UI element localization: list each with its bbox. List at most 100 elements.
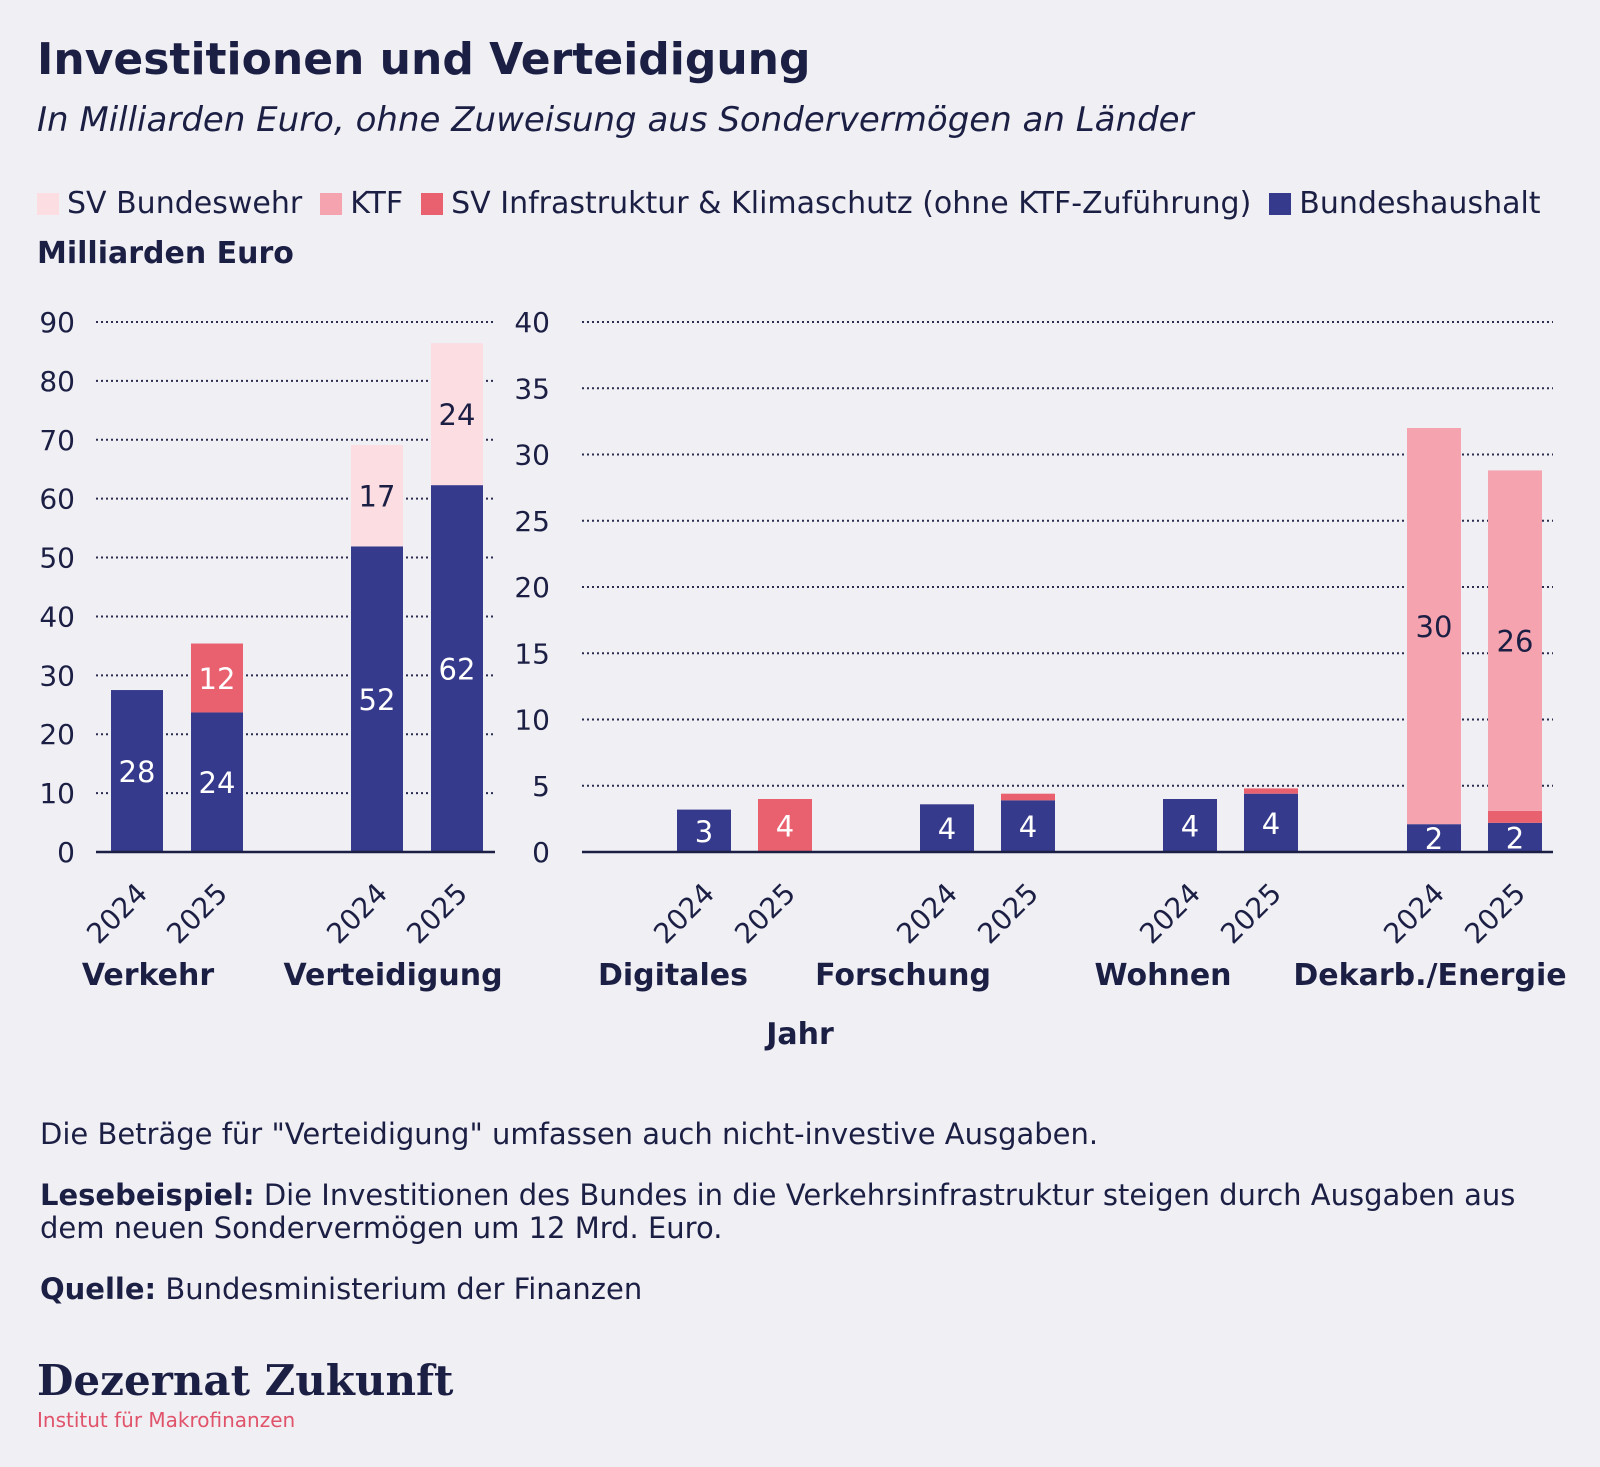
data-label: 26: [1497, 625, 1534, 659]
x-tick-label: 2025: [1458, 877, 1532, 951]
data-label: 4: [1181, 810, 1199, 844]
bar-chart: 010203040506070809028202424122025Verkehr…: [37, 236, 1567, 1052]
y-axis-title: Milliarden Euro: [37, 236, 294, 271]
y-tick-label: 10: [514, 704, 550, 737]
y-tick-label: 70: [39, 424, 75, 457]
y-tick-label: 40: [39, 600, 75, 633]
y-tick-label: 80: [39, 365, 75, 398]
bar-segment: [1488, 822, 1542, 852]
y-tick-label: 30: [514, 439, 550, 472]
y-tick-label: 5: [532, 770, 550, 803]
bar-segment: [111, 690, 163, 852]
group-label: Forschung: [815, 958, 991, 993]
legend: SV Bundeswehr KTF SV Infrastruktur & Kli…: [37, 186, 1559, 221]
x-axis-title: Jahr: [764, 1017, 834, 1052]
x-tick-label: 2024: [320, 877, 394, 951]
bar-segment: [1407, 824, 1461, 852]
logo-wordmark: Dezernat Zukunft: [37, 1356, 454, 1405]
note-source: Quelle: Bundesministerium der Finanzen: [40, 1273, 1560, 1306]
y-tick-label: 60: [39, 483, 75, 516]
note-definition: Die Beträge für "Verteidigung" umfassen …: [40, 1117, 1099, 1151]
legend-swatch: [1269, 192, 1292, 215]
bar-segment: [431, 343, 483, 486]
data-label: 24: [199, 766, 236, 800]
data-label: 30: [1416, 610, 1453, 644]
group-label: Dekarb./Energie: [1293, 958, 1566, 993]
y-tick-label: 90: [39, 306, 75, 339]
notes: Die Beträge für "Verteidigung" umfassen …: [40, 1118, 1560, 1334]
chart-title: Investitionen und Verteidigung: [37, 34, 811, 85]
bar-segment: [920, 804, 974, 852]
bar-segment: [431, 485, 483, 852]
bar-segment: [1244, 788, 1298, 794]
data-label: 4: [1262, 807, 1280, 841]
logo-tagline: Institut für Makrofinanzen: [37, 1408, 296, 1432]
y-tick-label: 20: [514, 571, 550, 604]
bar-segment: [677, 809, 731, 852]
bar-segment: [1163, 799, 1217, 852]
legend-item-sv-infrastruktur: SV Infrastruktur & Klimaschutz (ohne KTF…: [421, 186, 1251, 221]
x-tick-label: 2025: [160, 877, 234, 951]
bar-segment: [191, 712, 243, 852]
x-tick-label: 2024: [647, 877, 721, 951]
legend-item-ktf: KTF: [320, 186, 403, 221]
data-label: 2: [1425, 822, 1443, 856]
x-tick-label: 2024: [80, 877, 154, 951]
legend-item-bundeshaushalt: Bundeshaushalt: [1269, 186, 1541, 221]
bar-segment: [1488, 810, 1542, 823]
legend-label: SV Bundeswehr: [67, 186, 303, 221]
legend-swatch: [37, 192, 59, 215]
note-source-label: Quelle:: [40, 1272, 157, 1306]
y-tick-label: 0: [532, 836, 550, 869]
y-tick-label: 40: [514, 306, 550, 339]
bar-segment: [1244, 793, 1298, 852]
legend-swatch: [421, 192, 444, 215]
legend-item-sv-bundeswehr: SV Bundeswehr: [37, 186, 302, 221]
x-tick-label: 2024: [1377, 877, 1451, 951]
x-tick-label: 2025: [728, 877, 802, 951]
data-label: 2: [1506, 821, 1524, 855]
chart-subtitle: In Milliarden Euro, ohne Zuweisung aus S…: [37, 100, 1194, 140]
legend-swatch: [320, 192, 343, 215]
data-label: 52: [359, 683, 396, 717]
legend-label: KTF: [350, 186, 404, 221]
group-label: Verkehr: [82, 958, 215, 993]
data-label: 4: [776, 810, 794, 844]
note-reading-label: Lesebeispiel:: [40, 1178, 255, 1212]
data-label: 24: [439, 398, 476, 432]
data-label: 4: [938, 812, 956, 846]
data-label: 28: [119, 755, 156, 789]
data-label: 12: [199, 662, 236, 696]
bar-segment: [1407, 428, 1461, 825]
bar-segment: [1001, 800, 1055, 852]
data-label: 4: [1019, 810, 1037, 844]
note-reading-example: Lesebeispiel: Die Investitionen des Bund…: [40, 1179, 1560, 1245]
bar-segment: [351, 546, 403, 852]
x-tick-label: 2025: [971, 877, 1045, 951]
x-tick-label: 2025: [400, 877, 474, 951]
bar-segment: [1001, 793, 1055, 801]
data-label: 17: [359, 480, 396, 514]
x-tick-label: 2024: [1133, 877, 1207, 951]
legend-label: SV Infrastruktur & Klimaschutz (ohne KTF…: [451, 186, 1252, 221]
legend-label: Bundeshaushalt: [1299, 186, 1541, 221]
note-source-text: Bundesministerium der Finanzen: [156, 1272, 643, 1306]
bar-segment: [191, 643, 243, 713]
group-label: Wohnen: [1094, 958, 1231, 993]
data-label: 62: [439, 653, 476, 687]
x-tick-label: 2025: [1214, 877, 1288, 951]
y-tick-label: 50: [39, 542, 75, 575]
y-tick-label: 15: [514, 637, 550, 670]
x-tick-label: 2024: [890, 877, 964, 951]
y-tick-label: 0: [57, 836, 75, 869]
y-tick-label: 20: [39, 718, 75, 751]
y-tick-label: 25: [514, 505, 550, 538]
logo: Dezernat Zukunft Institut für Makrofinan…: [37, 1356, 454, 1433]
bar-segment: [351, 445, 403, 547]
y-tick-label: 30: [39, 659, 75, 692]
bar-segment: [758, 799, 812, 852]
group-label: Verteidigung: [283, 958, 502, 993]
group-label: Digitales: [598, 958, 748, 993]
bar-segment: [1488, 470, 1542, 811]
note-reading-text: Die Investitionen des Bundes in die Verk…: [40, 1178, 1516, 1245]
